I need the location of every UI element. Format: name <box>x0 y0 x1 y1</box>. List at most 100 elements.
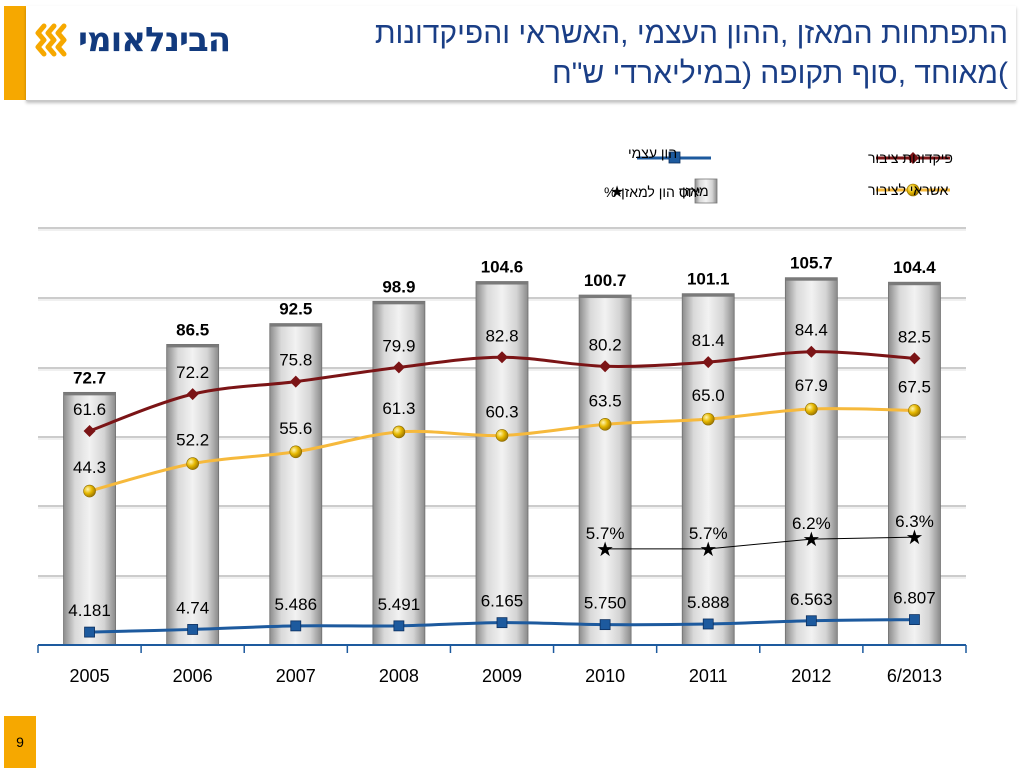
x-tick-label-6/2013: 6/2013 <box>887 666 942 686</box>
header-box <box>26 6 1016 101</box>
point-equity-6/2013 <box>909 614 920 625</box>
point-deposits-6/2013 <box>908 352 921 365</box>
bar-top-2009 <box>476 281 528 285</box>
x-tick-label-2005: 2005 <box>70 666 110 686</box>
legend-deposits: פיקדונות ציבור <box>868 150 953 166</box>
label-deposits-2009: 82.8 <box>485 326 518 345</box>
legend-credit-marker <box>906 183 920 197</box>
legend-balance-swatch <box>694 178 718 204</box>
point-equity-2010 <box>599 619 611 631</box>
page-title: התפתחות המאזן ,ההון העצמי ,האשראי והפיקד… <box>328 14 1008 94</box>
label-equity-2012: 6.563 <box>790 590 833 609</box>
point-deposits-2010 <box>599 360 612 373</box>
page-number: 9 <box>4 716 36 768</box>
label-equity-2011: 5.888 <box>687 593 730 612</box>
label-credit-6/2013: 67.5 <box>898 377 931 396</box>
point-deposits-2009 <box>496 351 508 364</box>
point-ratio-2011: ★ <box>699 539 717 561</box>
slide-header: הבינלאומי התפתחות המאזן ,ההון העצמי ,האש… <box>0 0 1024 103</box>
line-ratio <box>605 536 915 550</box>
bar-top-2012 <box>785 277 838 281</box>
bar-label-2008: 98.9 <box>382 277 415 296</box>
label-ratio-2011: 5.7% <box>689 524 728 543</box>
bar-balance-2011 <box>681 293 735 646</box>
legend-equity-marker <box>668 151 681 164</box>
point-credit-2012 <box>805 402 818 416</box>
point-equity-2006 <box>187 624 199 635</box>
point-equity-2011 <box>702 618 714 630</box>
label-deposits-2005: 61.6 <box>73 400 106 419</box>
label-credit-2011: 65.0 <box>692 386 725 405</box>
bar-label-2005: 72.7 <box>73 368 106 387</box>
point-equity-2005 <box>84 626 95 638</box>
label-deposits-2012: 84.4 <box>795 321 828 340</box>
legend-deposits-marker <box>907 152 919 164</box>
label-deposits-2006: 72.2 <box>176 363 209 382</box>
point-deposits-2011 <box>702 356 715 369</box>
bar-balance-2009 <box>475 281 529 646</box>
point-ratio-2010: ★ <box>596 539 614 561</box>
label-equity-2009: 6.165 <box>481 592 524 611</box>
x-axis: 2005 2006 2007 2008 2009 2010 2011 2012 6/2013 <box>37 644 967 686</box>
point-credit-2011 <box>701 412 715 426</box>
point-credit-2005 <box>83 484 96 498</box>
label-equity-2006: 4.74 <box>176 598 209 617</box>
point-credit-2007 <box>289 445 303 459</box>
label-deposits-6/2013: 82.5 <box>898 327 931 346</box>
bar-top-2011 <box>682 293 735 297</box>
legend-ratio-star-icon: ★ <box>610 184 624 201</box>
title-line-2: )מאוחד ,סוף תקופה (במיליארדי ש"ח <box>552 57 1008 90</box>
logo-text: הבינלאומי <box>78 20 231 60</box>
bar-label-2006: 86.5 <box>176 320 209 339</box>
bar-label-2009: 104.6 <box>481 258 524 277</box>
x-tick-label-2007: 2007 <box>276 666 316 686</box>
label-equity-6/2013: 6.807 <box>893 589 936 608</box>
legend-balance-label: מאזן <box>682 183 709 199</box>
legend-balance: מאזן <box>682 178 718 204</box>
point-deposits-2007 <box>289 375 302 388</box>
logo-wave-icon <box>35 23 67 57</box>
point-deposits-2006 <box>186 388 199 401</box>
x-tick-label-2012: 2012 <box>791 666 831 686</box>
point-ratio-2012: ★ <box>802 529 820 551</box>
x-tick-label-2011: 2011 <box>689 666 728 686</box>
label-credit-2005: 44.3 <box>73 458 106 477</box>
line-series: ★ ★ ★ ★ <box>83 345 923 638</box>
legend-ratio: ★ יחס הון למאזן-% <box>604 184 701 201</box>
bar-top-2010 <box>579 295 632 299</box>
bar-top-2006 <box>166 344 219 348</box>
point-deposits-2005 <box>83 424 96 437</box>
legend-ratio-label: יחס הון למאזן-% <box>604 184 701 200</box>
x-tick-label-2006: 2006 <box>173 666 213 686</box>
label-deposits-2011: 81.4 <box>692 331 725 350</box>
bar-balance-2012 <box>784 277 838 646</box>
point-equity-2012 <box>805 615 817 627</box>
bar-label-2011: 101.1 <box>687 270 730 289</box>
x-tick-label-2010: 2010 <box>585 666 625 686</box>
label-equity-2010: 5.750 <box>584 594 627 613</box>
label-deposits-2007: 75.8 <box>279 351 312 370</box>
point-equity-2009 <box>496 617 508 629</box>
point-deposits-2008 <box>392 361 405 374</box>
label-credit-2009: 60.3 <box>485 402 518 421</box>
label-ratio-2010: 5.7% <box>586 524 625 543</box>
x-tick-label-2008: 2008 <box>379 666 419 686</box>
label-credit-2006: 52.2 <box>176 431 209 450</box>
label-deposits-2008: 79.9 <box>382 336 415 355</box>
point-credit-2006 <box>186 457 199 470</box>
point-ratio-6/2013: ★ <box>905 527 923 549</box>
bank-logo: הבינלאומי <box>34 20 231 60</box>
label-ratio-2012: 6.2% <box>792 514 831 533</box>
point-credit-2008 <box>392 425 406 439</box>
bar-top-6/2013 <box>888 282 941 286</box>
label-deposits-2010: 80.2 <box>589 335 622 354</box>
point-credit-6/2013 <box>908 404 921 417</box>
bar-label-2007: 92.5 <box>279 300 312 319</box>
legend-deposits-label: פיקדונות ציבור <box>868 150 953 166</box>
bar-top-2005 <box>63 392 116 396</box>
label-credit-2008: 61.3 <box>382 399 415 418</box>
title-line-1: התפתחות המאזן ,ההון העצמי ,האשראי והפיקד… <box>374 17 1008 50</box>
label-credit-2010: 63.5 <box>589 391 622 410</box>
bar-label-6/2013: 104.4 <box>893 258 936 277</box>
